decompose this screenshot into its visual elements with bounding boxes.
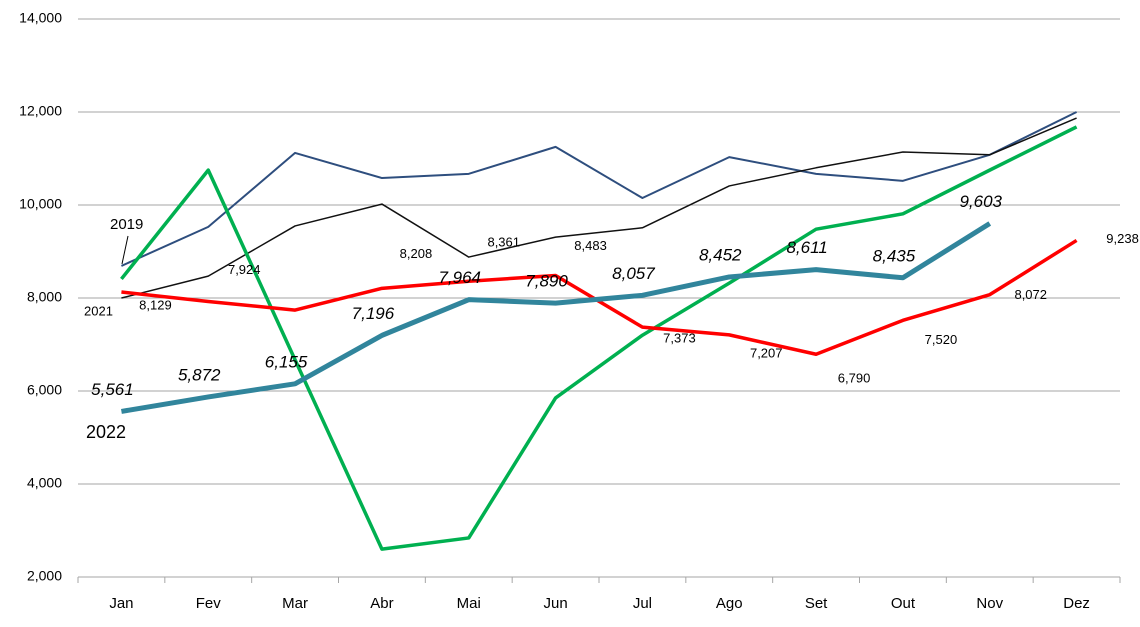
series-line [121,117,1077,299]
y-tick-label: 2,000 [27,568,62,584]
data-label: 8,452 [699,245,742,264]
series-name: 2021 [84,303,113,318]
data-label: 8,435 [873,246,916,265]
series-line [120,125,1078,551]
annotation-arrow [121,235,129,265]
y-tick-label: 12,000 [19,103,62,119]
series-line [121,111,1078,267]
data-label: 8,361 [487,235,520,250]
x-tick-label: Abr [370,595,393,612]
data-label: 7,964 [438,268,481,287]
x-tick-label: Fev [196,595,222,612]
data-label: 5,872 [178,365,221,384]
data-label: 8,483 [574,238,607,253]
x-tick-label: Ago [716,595,743,612]
series-name: 2022 [86,422,126,442]
data-label: 8,129 [139,297,172,312]
data-label: 6,155 [265,352,308,371]
x-tick-label: Mai [457,595,481,612]
data-label: 9,603 [959,192,1002,211]
y-tick-label: 8,000 [27,289,62,305]
x-tick-label: Jul [633,595,652,612]
x-tick-label: Jan [109,595,133,612]
x-tick-label: Jun [543,595,567,612]
y-tick-label: 14,000 [19,10,62,26]
x-tick-label: Dez [1063,595,1090,612]
data-label: 8,057 [612,264,655,283]
data-label: 7,890 [525,272,568,291]
y-tick-label: 10,000 [19,196,62,212]
x-tick-label: Set [805,595,828,612]
y-tick-label: 6,000 [27,382,62,398]
x-tick-label: Nov [976,595,1003,612]
data-label: 8,208 [400,246,433,261]
data-label: 8,072 [1014,287,1047,302]
data-label: 7,520 [925,332,958,347]
series-line [121,221,992,414]
data-label: 7,196 [352,304,395,323]
data-label: 6,790 [838,371,871,386]
x-tick-label: Mar [282,595,308,612]
x-tick-label: Out [891,595,916,612]
series-name: 2019 [110,216,143,233]
data-label: 8,611 [786,238,827,257]
data-label: 9,238 [1106,231,1139,246]
data-label: 7,207 [750,345,783,360]
y-tick-label: 4,000 [27,475,62,491]
data-label: 5,561 [91,380,134,399]
data-label: 7,924 [228,262,261,277]
data-label: 7,373 [663,331,696,346]
